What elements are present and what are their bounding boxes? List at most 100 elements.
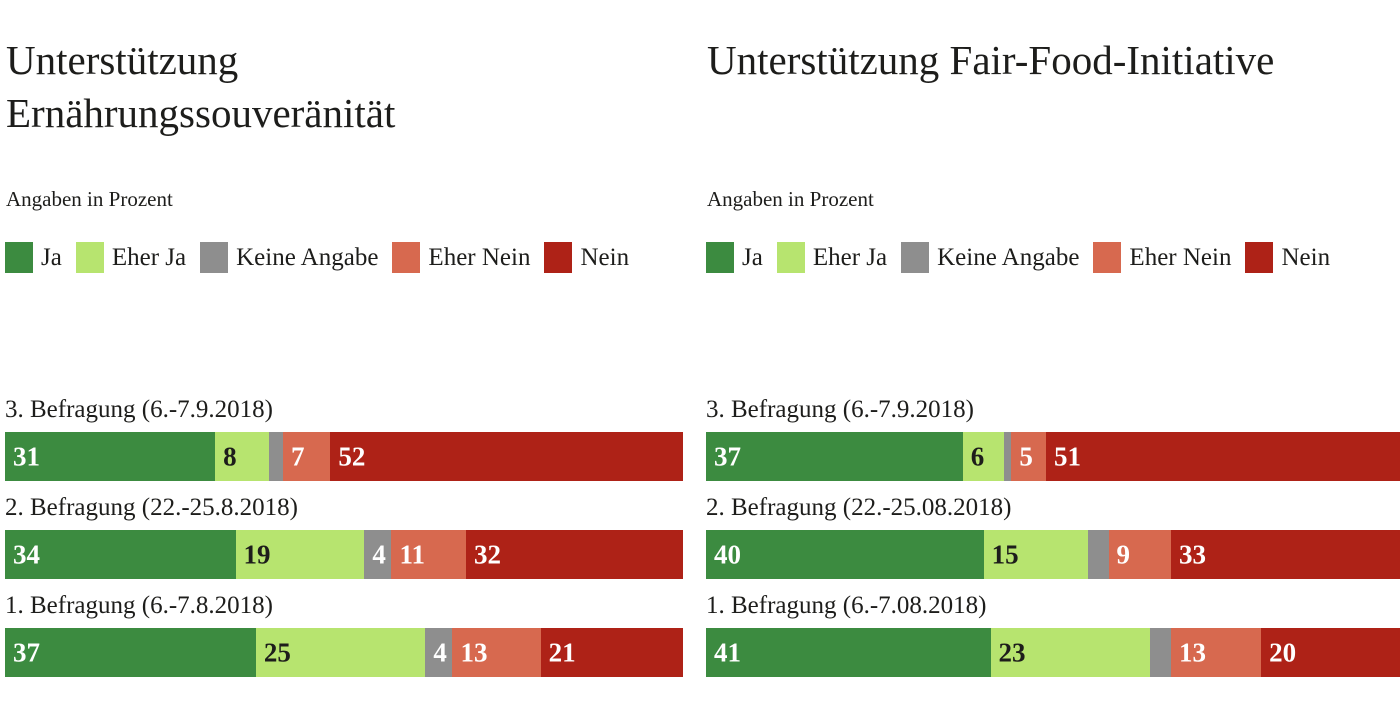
- survey-label: 1. Befragung (6.-7.8.2018): [5, 592, 273, 619]
- bar-segment-nein: 52: [330, 432, 683, 481]
- legend-swatch-eher-nein: [392, 242, 421, 273]
- chart-subtitle: Angaben in Prozent: [6, 187, 173, 211]
- segment-value: 21: [548, 637, 576, 667]
- chart-title: Unterstützung Ernährungssouveränität: [6, 37, 396, 136]
- legend-label: Keine Angabe: [937, 244, 1080, 271]
- legend: Ja Eher Ja Keine Angabe Eher Nein Nein: [5, 242, 683, 273]
- bar-segment-nein: 33: [1170, 530, 1400, 579]
- legend-item-eher-nein: Eher Nein: [392, 242, 530, 273]
- survey-label: 1. Befragung (6.-7.08.2018): [706, 592, 987, 619]
- survey-label: 3. Befragung (6.-7.9.2018): [5, 396, 273, 423]
- bar-segment-nein: 32: [466, 530, 683, 579]
- bar-segment-ja: 37: [5, 628, 256, 677]
- segment-value: 41: [714, 637, 741, 667]
- legend-label: Ja: [742, 244, 763, 271]
- bar-segment-eher-nein: 13: [452, 628, 541, 677]
- bar-segment-eher-ja: 19: [235, 530, 365, 579]
- stacked-bar: 41 23 13 20: [706, 628, 1400, 677]
- segment-value: 6: [970, 441, 985, 471]
- segment-value: 32: [474, 539, 502, 569]
- survey-row: 2. Befragung (22.-25.08.2018) 40 15 9 33: [706, 492, 1400, 579]
- chart-subtitle: Angaben in Prozent: [707, 187, 874, 211]
- segment-value: 15: [991, 539, 1019, 569]
- legend-swatch-ja: [5, 242, 33, 273]
- bars-area: 3. Befragung (6.-7.9.2018) 37 6 5 51 2. Befra…: [706, 394, 1400, 688]
- bar-segment-eher-nein: 13: [1170, 628, 1262, 677]
- bar-segment-ja: 31: [5, 432, 216, 481]
- segment-value: 4: [372, 539, 386, 569]
- survey-row: 1. Befragung (6.-7.08.2018) 41 23 13 20: [706, 590, 1400, 677]
- survey-row: 3. Befragung (6.-7.9.2018) 31 8 7 52: [5, 394, 683, 481]
- chart-fair-food-initiative: Unterstützung Fair-Food-Initiative Angab…: [706, 0, 1400, 718]
- segment-value: 20: [1269, 637, 1297, 667]
- legend-item-nein: Nein: [544, 242, 629, 273]
- stacked-bar: 40 15 9 33: [706, 530, 1400, 579]
- legend-label: Nein: [1281, 244, 1331, 271]
- segment-value: 37: [13, 637, 40, 667]
- legend-swatch-nein: [1245, 242, 1274, 273]
- legend: Ja Eher Ja Keine Angabe Eher Nein Nein: [706, 242, 1400, 273]
- segment-value: 13: [1178, 637, 1206, 667]
- bar-segment-eher-nein: 7: [282, 432, 331, 481]
- bar-segment-eher-ja: 23: [990, 628, 1151, 677]
- legend-label: Keine Angabe: [236, 244, 379, 271]
- bar-segment-nein: 51: [1046, 432, 1400, 481]
- legend-item-eher-ja: Eher Ja: [75, 242, 186, 273]
- legend-item-ja: Ja: [5, 242, 62, 273]
- legend-item-keine-angabe: Keine Angabe: [901, 242, 1079, 273]
- legend-swatch-eher-ja: [75, 242, 104, 273]
- bar-segment-eher-ja: 15: [983, 530, 1088, 579]
- legend-swatch-ja: [706, 242, 734, 273]
- segment-value: 5: [1019, 441, 1033, 471]
- stacked-bar: 37 6 5 51: [706, 432, 1400, 481]
- segment-value: 34: [13, 539, 40, 569]
- survey-label: 3. Befragung (6.-7.9.2018): [706, 396, 974, 423]
- survey-row: 3. Befragung (6.-7.9.2018) 37 6 5 51: [706, 394, 1400, 481]
- bar-segment-keine-angabe: [1150, 628, 1171, 677]
- stacked-bar: 37 25 4 13 21: [5, 628, 683, 677]
- survey-row: 1. Befragung (6.-7.8.2018) 37 25 4 13 21: [5, 590, 683, 677]
- segment-value: 33: [1178, 539, 1206, 569]
- segment-value: 52: [338, 441, 366, 471]
- legend-swatch-keine-angabe: [200, 242, 229, 273]
- bar-segment-keine-angabe: 4: [364, 530, 392, 579]
- legend-label: Eher Ja: [812, 244, 888, 271]
- segment-value: 37: [714, 441, 741, 471]
- segment-value: 19: [243, 539, 271, 569]
- bar-segment-keine-angabe: 4: [425, 628, 453, 677]
- segment-value: 51: [1054, 441, 1082, 471]
- legend-item-keine-angabe: Keine Angabe: [200, 242, 378, 273]
- bars-area: 3. Befragung (6.-7.9.2018) 31 8 7 52 2. Befra…: [5, 394, 683, 688]
- bar-segment-eher-nein: 9: [1108, 530, 1171, 579]
- stacked-bar: 34 19 4 11 32: [5, 530, 683, 579]
- legend-label: Eher Nein: [1129, 244, 1232, 271]
- bar-segment-ja: 41: [706, 628, 991, 677]
- bar-segment-eher-ja: 6: [962, 432, 1005, 481]
- legend-item-nein: Nein: [1245, 242, 1330, 273]
- bar-segment-keine-angabe: [1087, 530, 1109, 579]
- bar-segment-eher-ja: 8: [215, 432, 270, 481]
- segment-value: 8: [223, 441, 237, 471]
- bar-segment-ja: 37: [706, 432, 963, 481]
- bar-segment-nein: 21: [540, 628, 683, 677]
- bar-segment-keine-angabe: [269, 432, 283, 481]
- segment-value: 23: [998, 637, 1026, 667]
- survey-row: 2. Befragung (22.-25.8.2018) 34 19 4 11 32: [5, 492, 683, 579]
- legend-swatch-eher-nein: [1093, 242, 1122, 273]
- segment-value: 4: [433, 637, 447, 667]
- segment-value: 31: [13, 441, 40, 471]
- legend-swatch-eher-ja: [776, 242, 805, 273]
- chart-ernaehrungssouveraenitaet: Unterstützung Ernährungssouveränität Ang…: [5, 0, 683, 718]
- legend-item-eher-nein: Eher Nein: [1093, 242, 1231, 273]
- legend-label: Nein: [580, 244, 630, 271]
- stacked-bar: 31 8 7 52: [5, 432, 683, 481]
- legend-item-ja: Ja: [706, 242, 763, 273]
- bar-segment-eher-ja: 25: [255, 628, 426, 677]
- legend-swatch-keine-angabe: [901, 242, 930, 273]
- segment-value: 13: [460, 637, 488, 667]
- segment-value: 11: [399, 539, 425, 569]
- survey-label: 2. Befragung (22.-25.08.2018): [706, 494, 1012, 521]
- segment-value: 40: [714, 539, 741, 569]
- segment-value: 25: [263, 637, 291, 667]
